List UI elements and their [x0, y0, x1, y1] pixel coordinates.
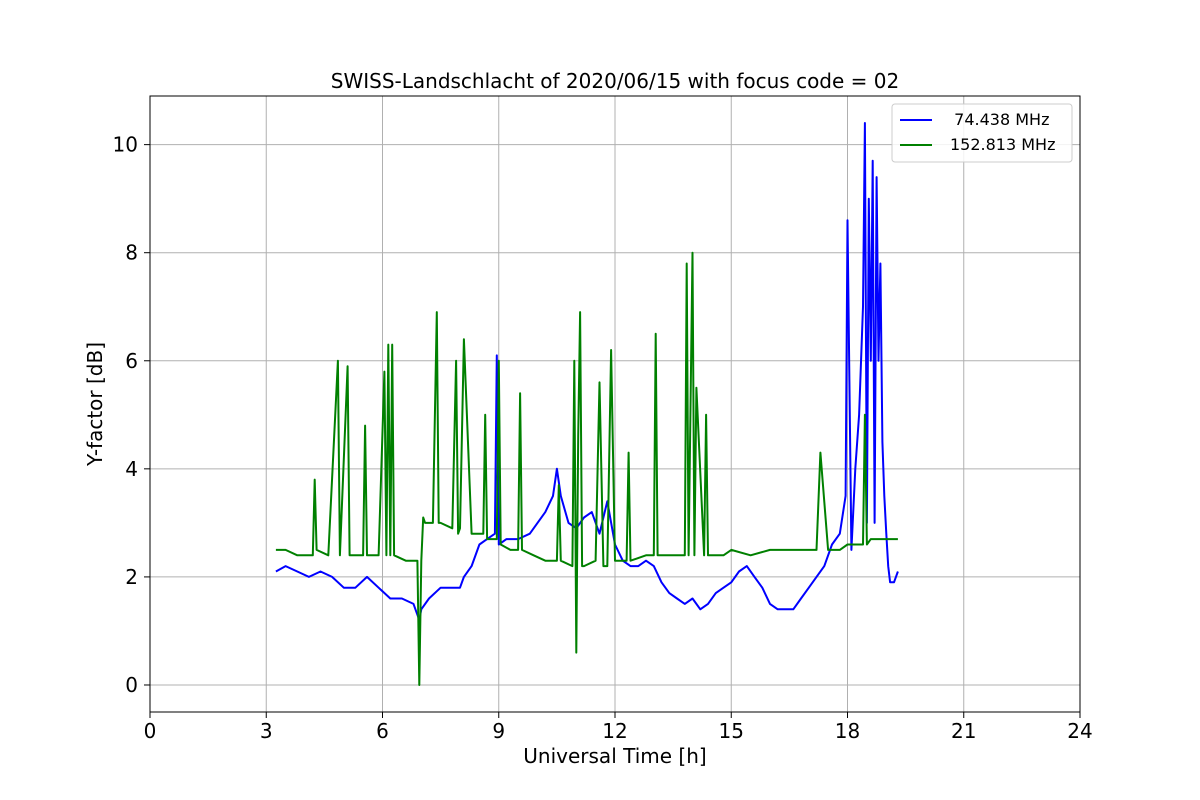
- x-axis-ticks: 0 3 6 9 12 15 18 21 24: [144, 712, 1093, 743]
- series-layer: [275, 122, 899, 686]
- legend-label-152mhz: 152.813 MHz: [950, 135, 1055, 154]
- legend: 74.438 MHz 152.813 MHz: [891, 103, 1073, 163]
- y-axis-ticks: 0 2 4 6 8 10: [113, 133, 150, 697]
- x-tick-label: 24: [1067, 719, 1092, 743]
- y-tick-label: 8: [125, 241, 138, 265]
- x-tick-label: 18: [835, 719, 860, 743]
- chart-title: SWISS-Landschlacht of 2020/06/15 with fo…: [331, 69, 899, 93]
- x-tick-label: 15: [719, 719, 744, 743]
- y-axis-label: Y-factor [dB]: [83, 342, 107, 467]
- x-tick-label: 21: [951, 719, 976, 743]
- y-tick-label: 4: [125, 457, 138, 481]
- legend-label-74mhz: 74.438 MHz: [944, 110, 1049, 129]
- y-tick-label: 0: [125, 673, 138, 697]
- x-tick-label: 9: [492, 719, 505, 743]
- y-tick-label: 10: [113, 133, 138, 157]
- x-tick-label: 6: [376, 719, 389, 743]
- x-tick-label: 3: [260, 719, 273, 743]
- series-line-74mhz: [275, 122, 899, 622]
- legend-box: [891, 103, 1073, 163]
- x-axis-label: Universal Time [h]: [523, 744, 706, 768]
- x-tick-label: 12: [602, 719, 627, 743]
- y-tick-label: 6: [125, 349, 138, 373]
- x-tick-label: 0: [144, 719, 157, 743]
- series-line-152mhz: [275, 251, 898, 686]
- y-tick-label: 2: [125, 565, 138, 589]
